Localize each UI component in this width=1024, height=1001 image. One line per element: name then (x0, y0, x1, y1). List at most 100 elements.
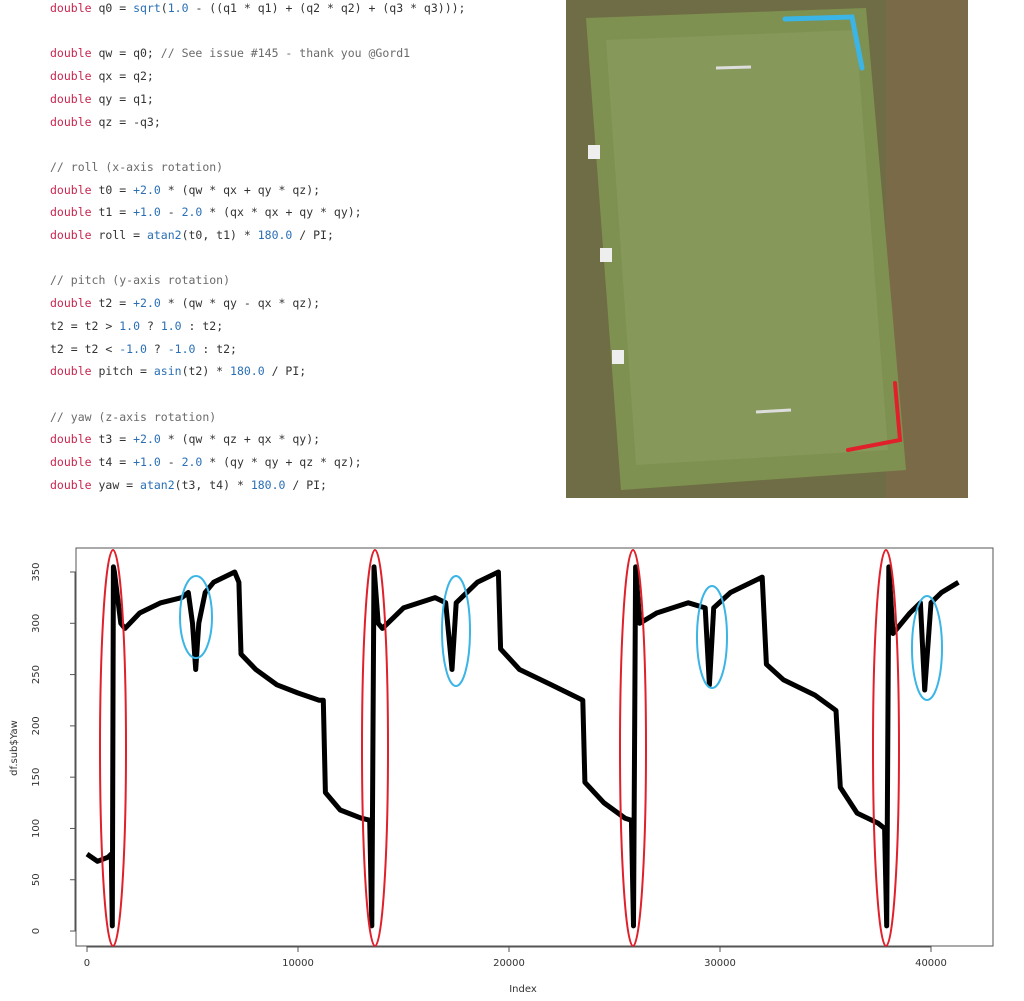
code-token: 180.0 (257, 228, 293, 242)
code-token: t1 = (91, 205, 134, 220)
code-token: t2 = t2 > (50, 318, 120, 333)
code-line: double t2 = +2.0 * (qw * qy - qx * qz); (50, 295, 320, 311)
y-tick-label: 150 (31, 768, 42, 787)
code-line: double t4 = +1.0 - 2.0 * (qy * qy + qz *… (50, 454, 362, 470)
code-token: // yaw (z-axis rotation) (50, 409, 217, 424)
code-token: qy = q1; (91, 91, 154, 106)
goal (715, 65, 752, 70)
blue-ellipse (179, 575, 213, 659)
code-token: double (50, 114, 92, 129)
code-token: -1.0 (119, 341, 147, 356)
x-tick-label: 10000 (282, 958, 314, 969)
code-token: roll = (91, 228, 147, 242)
code-token: - (160, 205, 182, 220)
structure (612, 350, 624, 364)
code-token: : t2; (195, 341, 237, 356)
code-token: * (qw * qz + qx * qy); (160, 432, 321, 447)
chart: Index df.sub$Yaw 0 10000 20000 30000 40000 0 5… (9, 547, 994, 995)
code-token: yaw = (91, 477, 141, 492)
code-token: - ((q1 * q1) + (q2 * q2) + (q3 * q3))); (188, 1, 466, 15)
y-axis-label: df.sub$Yaw (9, 720, 20, 776)
code-token: asin (153, 364, 182, 379)
code-token: +1.0 (133, 455, 161, 469)
aerial-image (566, 0, 968, 498)
y-tick-label: 300 (31, 614, 42, 633)
x-axis-label: Index (509, 984, 537, 995)
blue-marker (782, 14, 865, 71)
code-line: double qy = q1; (50, 91, 154, 107)
x-tick-label: 40000 (915, 958, 947, 969)
code-line: // pitch (y-axis rotation) (50, 272, 230, 288)
code-token: : t2; (181, 318, 224, 333)
red-marker (846, 381, 903, 452)
code-snippet: double q0 = sqrt(1.0 - ((q1 * q1) + (q2 … (0, 0, 560, 498)
y-tick-label: 100 (31, 819, 42, 838)
field-inner (606, 30, 888, 465)
code-token: double (50, 1, 92, 15)
code-line: double roll = atan2(t0, t1) * 180.0 / PI… (50, 227, 334, 243)
code-token: // pitch (y-axis rotation) (50, 273, 231, 288)
code-token: q0 = (91, 1, 134, 15)
code-token: 1.0 (119, 318, 141, 333)
code-token: 180.0 (230, 364, 265, 379)
code-line: // roll (x-axis rotation) (50, 159, 223, 175)
code-token: ? (140, 318, 161, 333)
code-token: 1.0 (167, 1, 189, 15)
code-line: t2 = t2 > 1.0 ? 1.0 : t2; (50, 318, 223, 334)
code-token: qx = q2; (91, 69, 154, 84)
code-token: 2.0 (181, 205, 203, 220)
code-token: (t2) * (181, 364, 231, 379)
code-token: t4 = (91, 455, 134, 469)
y-tick-label: 200 (31, 716, 42, 735)
code-token: double (50, 46, 92, 61)
code-line: double yaw = atan2(t3, t4) * 180.0 / PI; (50, 477, 327, 493)
code-token: atan2 (140, 477, 175, 492)
red-ellipse (99, 549, 127, 947)
code-token: * (qw * qy - qx * qz); (160, 296, 321, 311)
blue-ellipse (911, 595, 943, 701)
code-token: +1.0 (133, 205, 161, 220)
code-token: double (50, 432, 92, 447)
plot-frame (75, 547, 994, 947)
y-tick-label: 350 (31, 562, 42, 581)
y-tick-label: 50 (31, 873, 42, 886)
red-ellipse (361, 549, 389, 947)
code-token: sqrt (133, 1, 161, 15)
blue-ellipse (441, 575, 471, 687)
code-token: pitch = (91, 364, 154, 379)
code-token: (t3, t4) * (174, 477, 251, 492)
code-token: * (qx * qx + qy * qy); (202, 205, 362, 220)
code-line: double q0 = sqrt(1.0 - ((q1 * q1) + (q2 … (50, 0, 465, 16)
code-token: t2 = (91, 296, 134, 311)
annotations (99, 549, 943, 947)
code-token: double (50, 182, 92, 197)
code-token: - (160, 455, 182, 469)
red-ellipse (872, 549, 900, 947)
code-token: atan2 (146, 228, 182, 242)
code-token: qz = -q3; (91, 114, 161, 129)
y-tick-label: 250 (31, 665, 42, 684)
code-token: / PI; (264, 364, 307, 379)
code-token: -1.0 (167, 341, 196, 356)
goal (755, 408, 792, 414)
code-line: double t1 = +1.0 - 2.0 * (qx * qx + qy *… (50, 204, 362, 220)
structure (588, 145, 600, 159)
code-token: (t0, t1) * (181, 228, 258, 242)
y-tick-label: 0 (31, 928, 42, 934)
code-line: // yaw (z-axis rotation) (50, 409, 216, 425)
code-line: double t0 = +2.0 * (qw * qx + qy * qz); (50, 182, 320, 198)
red-ellipse (619, 549, 647, 947)
code-token: // See issue #145 - thank you @Gord1 (160, 46, 411, 61)
blue-ellipse (696, 585, 728, 689)
code-line: double t3 = +2.0 * (qw * qz + qx * qy); (50, 431, 320, 447)
code-token: 2.0 (181, 455, 203, 469)
code-token: qw = q0; (91, 46, 161, 61)
code-line: double qw = q0; // See issue #145 - than… (50, 45, 410, 61)
code-token: ( (160, 1, 168, 15)
structure (600, 248, 612, 262)
code-token: * (qy * qy + qz * qz); (202, 455, 362, 469)
code-token: +2.0 (133, 296, 161, 311)
code-token: * (qw * qx + qy * qz); (160, 182, 321, 197)
code-token: double (50, 296, 92, 311)
